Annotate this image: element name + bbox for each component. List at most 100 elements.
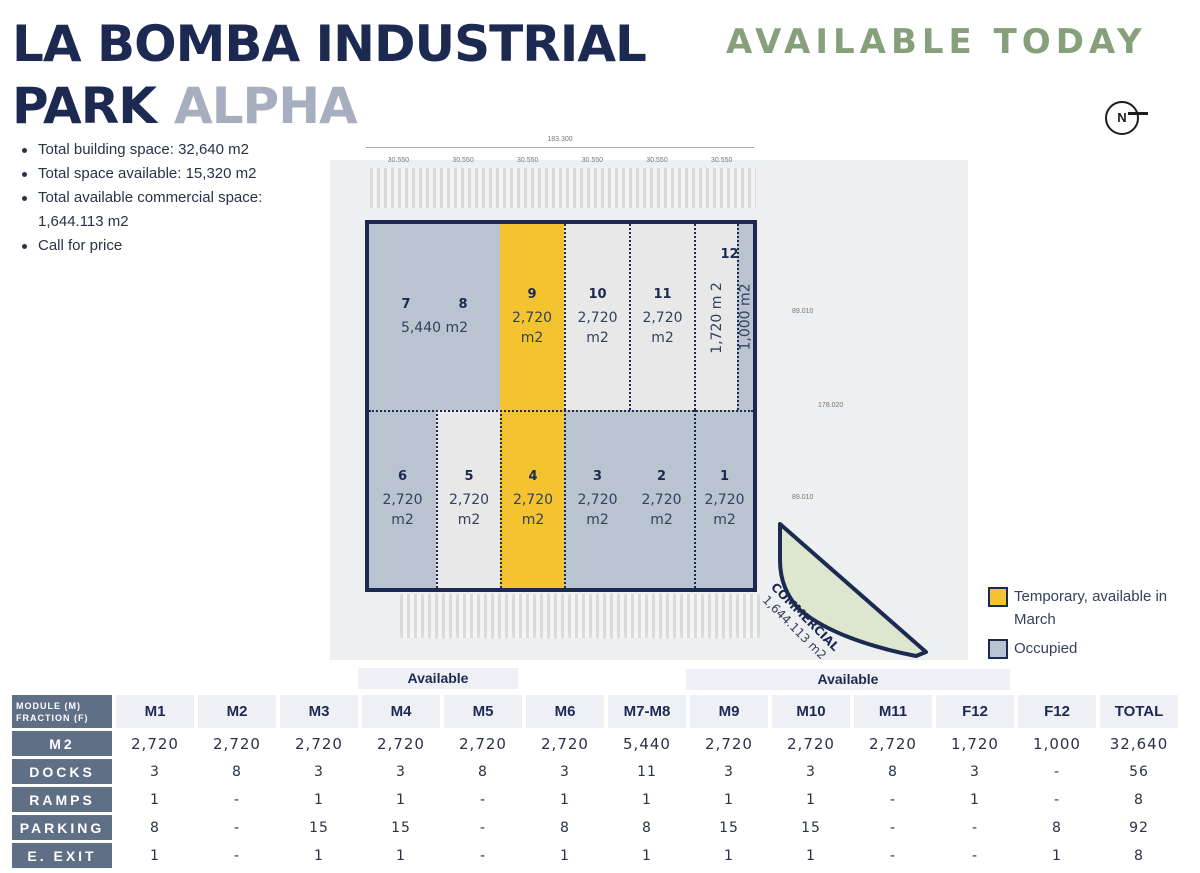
- module-area-unit: m2: [521, 511, 545, 528]
- table-cell: 1: [560, 791, 570, 808]
- table-cell: -: [889, 791, 897, 808]
- module-12-fraction[interactable]: 1,000 m2: [737, 224, 755, 410]
- module-area-unit: m2: [713, 511, 736, 528]
- north-tick: [1128, 112, 1148, 115]
- table-cell: 8: [888, 763, 898, 780]
- parking-stalls-bottom: [400, 594, 760, 638]
- table-cell: -: [1053, 791, 1061, 808]
- table-cell: 1,000: [1033, 734, 1081, 753]
- title-alpha: ALPHA: [174, 77, 358, 135]
- table-cell: 2,720: [213, 734, 261, 753]
- table-row: DOCKS 3 8 3 3 8 3 11 3 3 8 3 - 56: [12, 759, 1178, 784]
- table-cell: 2,720: [541, 734, 589, 753]
- table-cell: 3: [560, 763, 570, 780]
- module-area-unit: m2: [391, 511, 414, 528]
- table-cell: 8: [1134, 791, 1144, 808]
- dimension-line: [366, 147, 754, 148]
- building-plan: 7 8 5,440 m2 9 2,720 m2 10 2,720 m2 11 2,…: [365, 220, 757, 592]
- table-cell: 8: [1052, 819, 1062, 836]
- bay-dimension: 30.550: [387, 157, 410, 164]
- dimension-bays: 30.550 30.550 30.550 30.550 30.550 30.55…: [366, 157, 754, 164]
- col-header: M4: [362, 695, 440, 728]
- module-area-unit: m2: [586, 329, 609, 346]
- module-area-unit: m2: [651, 329, 674, 346]
- module-number: 10: [588, 286, 607, 302]
- col-header: TOTAL: [1100, 695, 1178, 728]
- module-2[interactable]: 2 2,720 m2: [629, 410, 694, 588]
- table-cell: -: [233, 847, 241, 864]
- table-cell: 1: [806, 847, 816, 864]
- col-header: M3: [280, 695, 358, 728]
- module-3[interactable]: 3 2,720 m2: [564, 410, 629, 588]
- page-title: LA BOMBA INDUSTRIAL: [12, 15, 647, 73]
- parking-stalls-top: [370, 168, 756, 208]
- available-label-m4-m5: Available: [358, 668, 518, 689]
- fact-price: Call for price: [22, 234, 322, 258]
- module-5[interactable]: 5 2,720 m2: [436, 410, 500, 588]
- module-area: 2,720: [577, 309, 618, 326]
- module-7-8[interactable]: 7 8 5,440 m2: [369, 224, 500, 410]
- bay-dimension: 30.550: [646, 157, 668, 164]
- col-header: F12: [1018, 695, 1096, 728]
- dimension-total-width: 183.300: [547, 136, 573, 143]
- title-park: PARK: [12, 77, 157, 135]
- module-area: 2,720: [577, 491, 618, 508]
- col-header: M5: [444, 695, 522, 728]
- table-cell: -: [233, 819, 241, 836]
- col-header: M7-M8: [608, 695, 686, 728]
- module-area: 1,720 m 2: [708, 281, 725, 354]
- table-row: PARKING 8 - 15 15 - 8 8 15 15 - - 8 92: [12, 815, 1178, 840]
- table-cell: 2,720: [131, 734, 179, 753]
- table-cell: 8: [478, 763, 488, 780]
- table-cell: 1: [150, 791, 160, 808]
- module-12[interactable]: 12 1,720 m 2: [694, 224, 739, 410]
- north-arrow-icon: N: [1105, 101, 1139, 135]
- table-row: M2 2,720 2,720 2,720 2,720 2,720 2,720 5,440 2,7…: [12, 731, 1178, 756]
- table-cell: 15: [391, 819, 411, 836]
- module-6[interactable]: 6 2,720 m2: [369, 410, 436, 588]
- module-area: 2,720: [642, 309, 683, 326]
- module-number: 5: [464, 468, 474, 484]
- table-header-row: MODULE (M) FRACTION (F) M1 M2 M3 M4 M5 M6…: [12, 695, 1178, 728]
- module-number: 7: [401, 296, 411, 312]
- table-cell: 1: [806, 791, 816, 808]
- legend-occupied-label: Occupied: [1014, 640, 1078, 657]
- module-area: 2,720: [511, 309, 553, 326]
- north-label: N: [1117, 110, 1127, 125]
- module-11[interactable]: 11 2,720 m2: [629, 224, 694, 410]
- fact-building-space: Total building space: 32,640 m2: [22, 138, 322, 162]
- table-cell: 3: [150, 763, 160, 780]
- module-4[interactable]: 4 2,720 m2: [500, 410, 564, 588]
- table-cell: 5,440: [623, 734, 671, 753]
- table-cell: 2,720: [295, 734, 343, 753]
- occupied-swatch: [988, 639, 1008, 659]
- table-cell: 56: [1129, 763, 1149, 780]
- table-cell: -: [971, 847, 979, 864]
- table-cell: -: [889, 819, 897, 836]
- page-subtitle: PARK ALPHA: [12, 76, 358, 136]
- table-cell: 2,720: [787, 734, 835, 753]
- table-cell: -: [479, 819, 487, 836]
- bay-dimension: 30.550: [516, 157, 539, 164]
- table-cell: 2,720: [459, 734, 507, 753]
- table-cell: 11: [637, 763, 657, 780]
- table-cell: 1: [314, 847, 324, 864]
- row-header: RAMPS: [12, 787, 112, 812]
- module-1[interactable]: 1 2,720 m2: [694, 410, 753, 588]
- table-cell: -: [233, 791, 241, 808]
- table-cell: 1,720: [951, 734, 999, 753]
- module-area: 2,720: [448, 491, 490, 508]
- row-header: DOCKS: [12, 759, 112, 784]
- table-cell: 1: [396, 791, 406, 808]
- commercial-lot[interactable]: [776, 520, 936, 660]
- module-10[interactable]: 10 2,720 m2: [564, 224, 629, 410]
- module-9[interactable]: 9 2,720 m2: [500, 224, 564, 410]
- module-number: 11: [653, 286, 672, 302]
- module-area: 2,720: [382, 491, 423, 508]
- module-area: 1,000 m2: [738, 283, 755, 351]
- row-header: PARKING: [12, 815, 112, 840]
- bay-dimension: 30.550: [452, 157, 474, 164]
- table-cell: 1: [724, 847, 734, 864]
- table-cell: 1: [642, 847, 652, 864]
- module-area-unit: m2: [650, 511, 673, 528]
